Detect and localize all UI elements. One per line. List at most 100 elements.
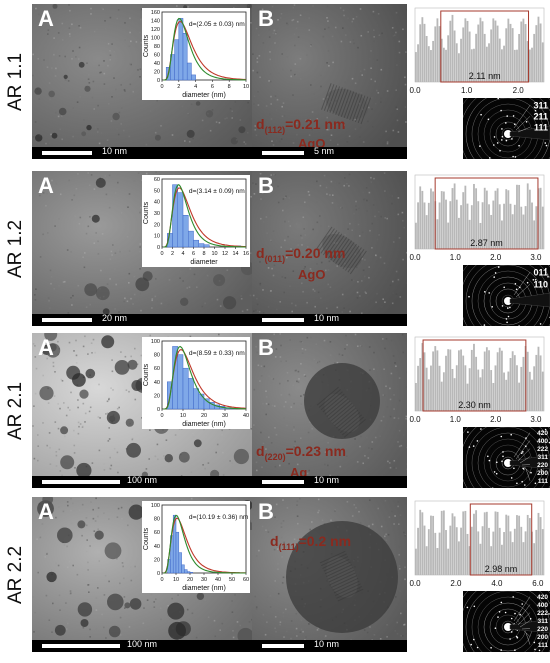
profile-x-tick-label: 1.0 [450,253,462,262]
crystal-grain [322,233,362,269]
ring-index-label: 220 [537,462,548,469]
profile-bar [518,382,521,411]
diffraction-spot [468,295,470,298]
profile-bar [462,511,465,575]
profile-bar [496,352,499,411]
diffraction-spot [494,627,497,629]
diffraction-spot [487,455,489,458]
nanoparticle [246,4,252,9]
profile-bar [498,527,501,575]
ring-index-label: 311 [538,618,549,625]
profile-bar [531,202,533,249]
lattice-fringe [332,87,343,114]
nanoparticle [195,101,201,106]
ring-index-label: 420 [537,594,548,601]
profile-bar [438,202,441,249]
lattice-fringe [324,395,347,415]
profile-bar [498,347,501,411]
lattice-fringe [324,561,351,575]
lattice-fringe [339,414,363,434]
lattice-fringe [328,569,355,583]
histogram-bar [177,354,184,410]
profile-bar [539,517,542,575]
diffraction-spot [497,98,499,100]
diffraction-spot [507,307,509,309]
hrtem-image-b [252,497,407,652]
x-axis-label: diameter (nm) [182,92,226,99]
diffraction-spot [505,318,508,320]
lattice-fringe [360,97,372,125]
diffraction-spot [520,452,523,454]
ring-index-label: 311 [538,454,549,461]
profile-bar [481,21,484,82]
miller-index: (111) [278,541,299,552]
tem-background [252,4,407,159]
diffraction-spot [507,315,510,318]
profile-bar [503,203,505,249]
lattice-fringe [327,567,354,580]
x-tick-label: 40 [243,413,249,419]
lattice-fringe [347,248,365,273]
profile-bar [453,30,456,82]
nanoparticle [77,602,93,617]
profile-bar [447,222,450,249]
diffraction-spot [524,484,526,486]
profile-bar [501,350,503,411]
diffraction-spot [509,638,511,640]
histogram-bar [184,569,188,574]
profile-bar [417,44,419,82]
x-tick-label: 20 [187,577,193,583]
profile-bar [516,49,518,82]
diffraction-spot [496,461,498,464]
profile-x-tick-label: 0.0 [409,579,421,588]
profile-bar [535,25,538,82]
profile-bar [425,367,428,411]
profile-bar [468,31,471,82]
y-tick-label: 40 [154,61,160,67]
nanoparticle [193,439,202,448]
profile-bar [518,33,521,82]
histogram-inset: 0 10 20 30 40 50 60 0 20 40 60 80 100 diameter (nm) Co… [142,501,250,593]
nanoparticle [233,448,249,465]
ring-index-label: 110 [533,279,548,289]
fit-curve-red [163,349,247,410]
miller-index: (011) [264,253,286,264]
intensity-line-profile: 2.11 nm 0.0 1.0 2.0 [409,7,545,95]
diffraction-spot [489,157,491,159]
profile-bar [488,350,490,411]
x-tick-label: 2 [171,251,174,257]
ring-pointer [525,468,531,481]
y-tick-label: 40 [154,380,160,386]
profile-bar [537,512,540,575]
profile-x-tick-label: 0.0 [409,253,421,262]
profile-bar [427,46,430,82]
diffraction-ring [465,591,550,652]
profile-bar [533,543,536,575]
y-tick-label: 100 [151,339,160,345]
x-axis-label: diameter [190,259,218,266]
profile-bar [462,355,465,411]
profile-bar [436,350,439,411]
fit-curve-red [163,20,247,81]
profile-x-tick-label: 2.0 [490,415,502,424]
scale-bar-line [42,480,120,484]
profile-x-tick-label: 0.0 [409,415,421,424]
scale-bar: 20 nm [32,313,252,326]
lattice-fringe [331,575,358,588]
lattice-fringe [346,92,357,120]
profile-bar [537,346,540,411]
y-tick-label: 60 [154,366,160,372]
diffraction-spot [473,638,475,641]
tem-panel-a: A 100 nm 0 10 20 30 40 50 60 0 20 40 60 80 100 diameter… [32,497,252,652]
diffraction-spot [515,288,518,291]
y-tick-label: 140 [151,19,160,25]
nanoparticle [129,598,142,610]
profile-bar [438,532,441,575]
diffraction-spot [512,155,514,158]
lattice-fringe [322,556,349,569]
x-tick-label: 10 [243,84,249,90]
diffraction-spot [518,325,520,326]
profile-bar [535,529,538,575]
miller-index: (112) [264,124,286,135]
